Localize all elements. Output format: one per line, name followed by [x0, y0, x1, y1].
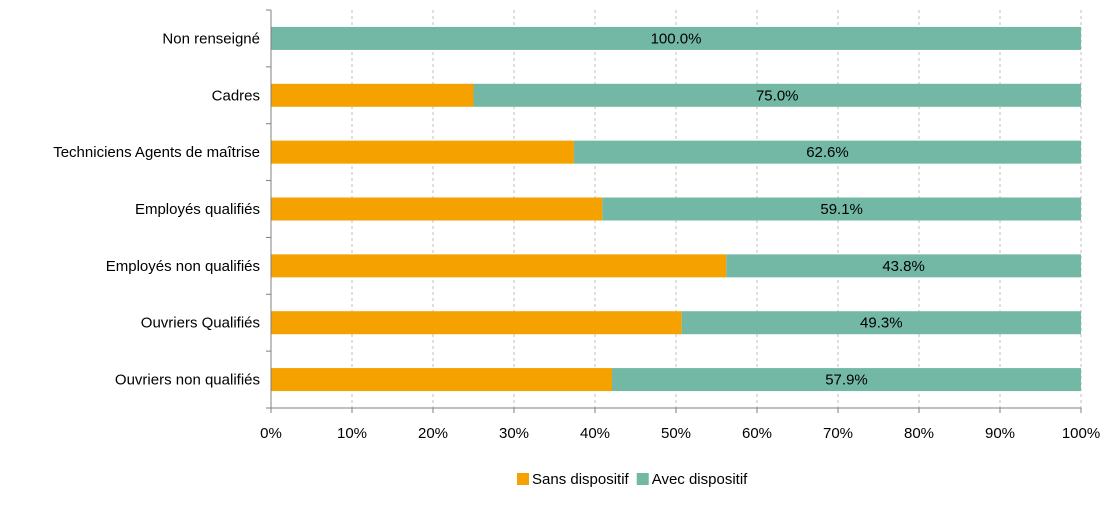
- bar-sans: [271, 140, 574, 164]
- data-label: 75.0%: [756, 87, 799, 104]
- x-tick-label: 100%: [1062, 425, 1100, 442]
- x-tick-label: 50%: [661, 425, 691, 442]
- category-labels: Non renseigné Cadres Techniciens Agents de…: [53, 30, 260, 388]
- legend-label: Avec dispositif: [652, 471, 748, 488]
- x-tick-label: 30%: [499, 425, 529, 442]
- x-tick-label: 60%: [742, 425, 772, 442]
- category-label: Ouvriers Qualifiés: [141, 315, 260, 332]
- bar-sans: [271, 311, 682, 335]
- bars: [271, 26, 1081, 392]
- category-label: Employés non qualifiés: [106, 258, 260, 275]
- data-label: 43.8%: [882, 258, 925, 275]
- bar-avec: [271, 26, 1081, 50]
- data-label: 49.3%: [860, 315, 903, 332]
- bar-avec: [612, 368, 1081, 392]
- x-tick-label: 70%: [823, 425, 853, 442]
- bar-avec: [473, 83, 1081, 107]
- tick-labels: 0% 10% 20% 30% 40% 50% 60% 70% 80% 90% 100%: [260, 425, 1100, 442]
- legend-swatch-sans: [517, 473, 529, 485]
- bar-avec: [573, 140, 1081, 164]
- bar-avec: [602, 197, 1081, 221]
- data-label: 62.6%: [806, 144, 849, 161]
- x-tick-label: 0%: [260, 425, 282, 442]
- x-tick-label: 90%: [985, 425, 1015, 442]
- category-label: Ouvriers non qualifiés: [115, 372, 260, 389]
- bar-sans: [271, 254, 727, 278]
- data-label: 57.9%: [825, 372, 868, 389]
- axes: [266, 9, 1082, 413]
- legend-swatch-avec: [636, 473, 649, 485]
- x-tick-label: 10%: [337, 425, 367, 442]
- bar-avec: [726, 254, 1081, 278]
- data-label: 100.0%: [651, 30, 702, 47]
- x-tick-label: 80%: [904, 425, 934, 442]
- bar-sans: [271, 197, 603, 221]
- bar-sans: [271, 368, 613, 392]
- category-label: Employés qualifiés: [135, 201, 260, 218]
- legend-label: Sans dispositif: [532, 471, 630, 488]
- legend: Sans dispositif Avec dispositif: [517, 471, 748, 488]
- x-tick-label: 40%: [580, 425, 610, 442]
- bar-sans: [271, 83, 474, 107]
- category-label: Cadres: [212, 87, 260, 104]
- data-label: 59.1%: [820, 201, 863, 218]
- category-label: Techniciens Agents de maîtrise: [53, 144, 260, 161]
- category-label: Non renseigné: [162, 30, 260, 47]
- bar-avec: [681, 311, 1081, 335]
- x-tick-label: 20%: [418, 425, 448, 442]
- data-labels: 100.0% 75.0% 62.6% 59.1% 43.8% 49.3% 57.9%: [651, 30, 925, 388]
